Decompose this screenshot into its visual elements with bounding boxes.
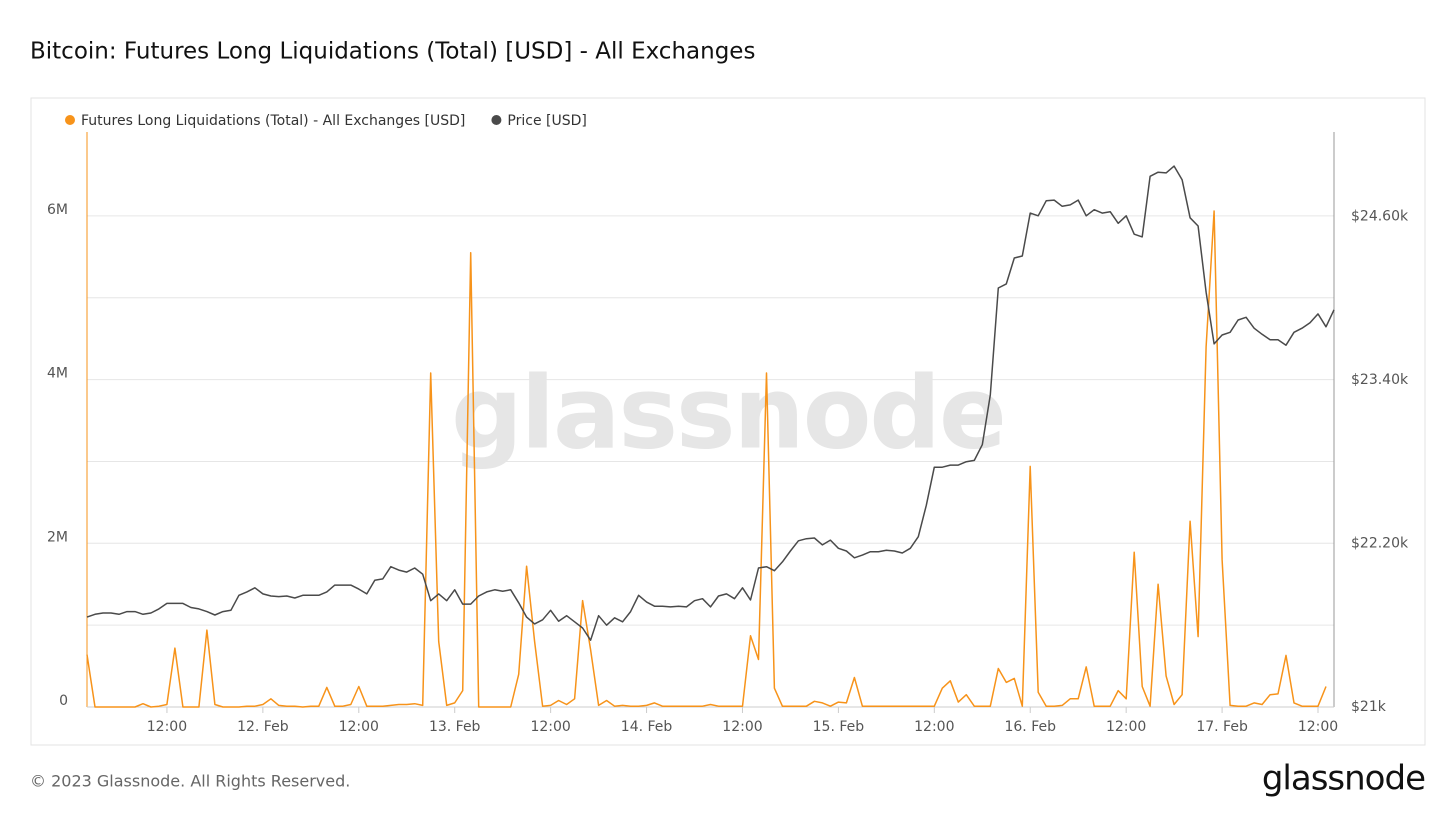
y-tick-label: 4M: [47, 366, 68, 382]
y-tick-label: 2M: [47, 529, 68, 545]
y2-tick-label: $24.60k: [1351, 208, 1409, 224]
footer: © 2023 Glassnode. All Rights Reserved.: [30, 772, 350, 791]
x-tick-label: 12:00: [914, 719, 954, 735]
x-tick-label: 15. Feb: [813, 719, 865, 735]
legend-marker: [491, 115, 502, 125]
x-tick-label: 13. Feb: [429, 719, 481, 735]
legend-marker: [65, 115, 75, 125]
series-line: [86, 165, 1335, 641]
chart-title: Bitcoin: Futures Long Liquidations (Tota…: [30, 39, 755, 65]
y-tick-label: 6M: [47, 202, 68, 218]
y2-tick-label: $23.40k: [1351, 372, 1409, 388]
x-tick-label: 12:00: [530, 719, 570, 735]
logo: glassnode: [1262, 759, 1425, 799]
x-tick-label: 14. Feb: [621, 719, 673, 735]
watermark: glassnode: [451, 354, 1005, 471]
y2-tick-label: $21k: [1351, 699, 1387, 715]
series-line: [86, 210, 1327, 708]
x-tick-label: 12:00: [1106, 719, 1146, 735]
x-tick-label: 12:00: [1298, 719, 1338, 735]
y2-tick-label: $22.20k: [1351, 535, 1409, 551]
x-tick-label: 17. Feb: [1196, 719, 1248, 735]
x-tick-label: 16. Feb: [1004, 719, 1056, 735]
x-tick-label: 12. Feb: [237, 719, 289, 735]
x-tick-label: 12:00: [339, 719, 379, 735]
legend-label: Futures Long Liquidations (Total) - All …: [81, 113, 465, 129]
x-tick-label: 12:00: [722, 719, 762, 735]
chart-frame: [30, 97, 1426, 746]
x-tick-label: 12:00: [147, 719, 187, 735]
legend-label: Price [USD]: [507, 113, 586, 129]
y-tick-label: 0: [59, 693, 68, 709]
